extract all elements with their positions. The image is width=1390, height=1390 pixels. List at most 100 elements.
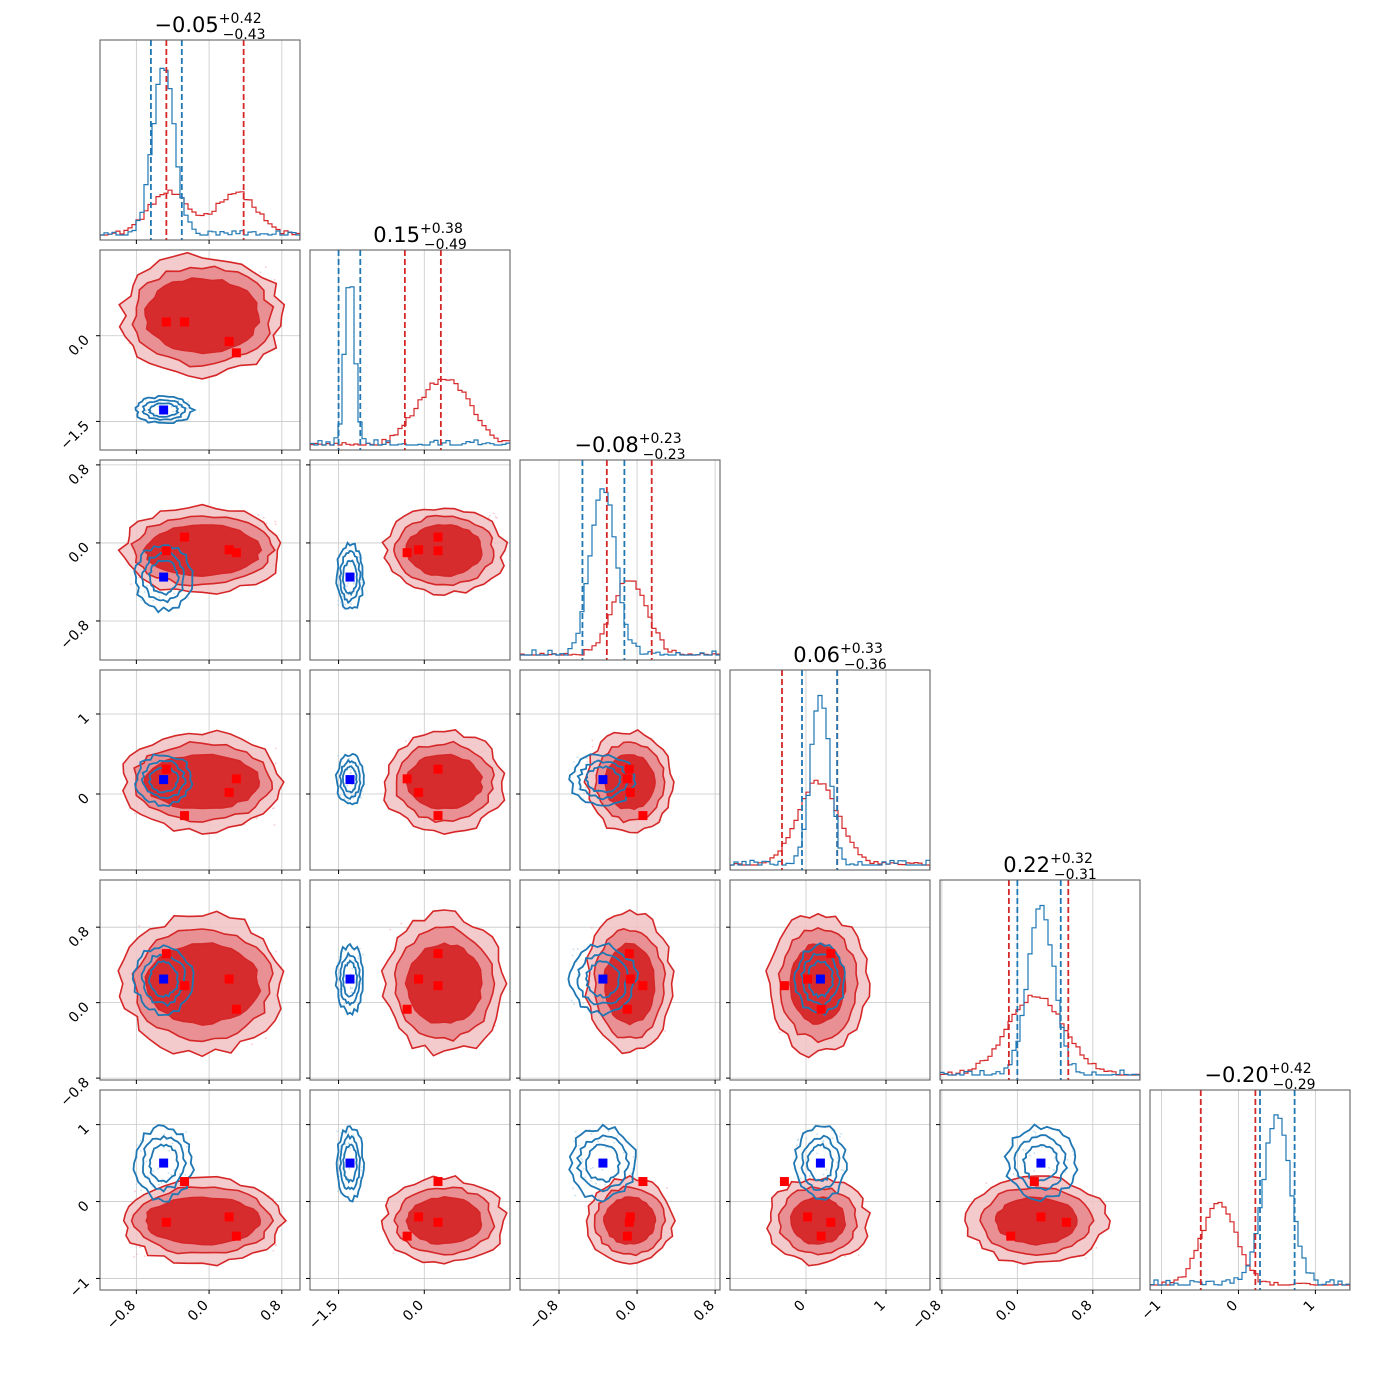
sample-point-b [171, 1142, 174, 1145]
sample-point-b [622, 1151, 625, 1154]
y-tick-label: 1 [75, 1121, 93, 1139]
x-tick-label: 0.0 [185, 1298, 212, 1325]
contour-b-1 [800, 1134, 841, 1192]
y-tick-label: 0.8 [66, 924, 93, 951]
sample-point-a [666, 1187, 668, 1189]
sample-point-b [348, 1168, 351, 1170]
sample-point-b [349, 768, 352, 771]
contour-b-2 [147, 402, 180, 418]
marker-a [433, 981, 443, 991]
marker-b [159, 974, 169, 984]
panel-frame [729, 879, 931, 1081]
contour-b-0 [132, 1124, 196, 1203]
panel-frame [729, 1089, 931, 1291]
sample-point-b [1034, 1134, 1037, 1137]
sample-point-b [594, 1182, 597, 1185]
sample-point-b [580, 1157, 583, 1160]
contour-b-1 [338, 1133, 362, 1191]
title-plus: +0.42 [1269, 1061, 1312, 1077]
panel-5-1: −1.5 0.0 [306, 1089, 511, 1333]
panel-frame [99, 39, 301, 241]
contour-b-2 [342, 1143, 358, 1184]
sample-point-b [613, 1141, 616, 1144]
marker-b [598, 974, 608, 984]
x-tick-label: 0.8 [258, 1298, 285, 1325]
marker-b [815, 974, 825, 984]
marker-a [638, 811, 648, 821]
marker-a [224, 545, 234, 555]
sample-point-b [584, 786, 587, 789]
sample-point-b [632, 1156, 635, 1158]
sample-point-b [590, 1179, 592, 1182]
panel-frame [939, 879, 1141, 1081]
sample-point-b [157, 1167, 159, 1170]
sample-point-b [574, 1130, 577, 1133]
sample-point-b [337, 755, 340, 757]
marker-a [402, 1004, 412, 1014]
marker-a [402, 774, 412, 784]
marker-a [803, 974, 813, 984]
panel-5-2: −0.8 0.0 0.8 [516, 1089, 721, 1333]
sample-point-b [582, 792, 585, 794]
marker-a [803, 1212, 813, 1222]
sample-point-b [576, 948, 579, 950]
panel-3-2 [516, 669, 721, 874]
sample-point-b [836, 1161, 838, 1164]
panel-3-0: 01 [75, 669, 301, 874]
sample-point-a [128, 342, 131, 345]
contour-b-1 [140, 759, 187, 800]
x-tick-label: 0.0 [400, 1298, 427, 1325]
sample-point-b [160, 1181, 163, 1184]
marker-a [622, 774, 632, 784]
y-tick-label: 1 [75, 711, 93, 729]
sample-point-a [985, 1182, 988, 1185]
panel-frame [99, 459, 301, 661]
marker-b [345, 572, 355, 582]
marker-a [402, 1231, 412, 1241]
sample-point-b [350, 991, 353, 994]
title-median: −0.08 [574, 433, 638, 457]
marker-a [161, 949, 171, 959]
x-tick-label: 0.0 [993, 1298, 1020, 1325]
sample-point-b [339, 1145, 342, 1148]
contour-b-2 [341, 959, 359, 998]
title-plus: +0.32 [1050, 851, 1093, 867]
marker-a [161, 764, 171, 774]
sample-point-b [586, 760, 589, 763]
sample-point-a [591, 745, 594, 748]
sample-point-b [185, 1130, 187, 1133]
contour-b-2 [341, 765, 358, 794]
x-tick-label: 0 [1224, 1298, 1242, 1316]
contour-b-2 [583, 765, 622, 794]
marker-a [779, 981, 789, 991]
marker-b [815, 1158, 825, 1168]
sample-point-b [357, 556, 360, 558]
marker-b [345, 775, 355, 785]
marker-a [231, 348, 241, 358]
marker-b [345, 1158, 355, 1168]
sample-point-a [271, 807, 274, 810]
x-tick-label: −0.8 [104, 1298, 139, 1333]
title-median: 0.06 [793, 643, 840, 667]
y-tick-label: 0 [75, 791, 93, 809]
sample-point-b [353, 581, 355, 583]
sample-point-b [1040, 1146, 1043, 1148]
sample-point-a [976, 1242, 979, 1245]
title-median: −0.20 [1204, 1063, 1268, 1087]
contour-b-0 [335, 541, 366, 610]
sample-point-b [822, 1173, 825, 1176]
sample-point-b [582, 1167, 585, 1170]
contour-b-2 [147, 765, 180, 794]
sample-point-a [133, 1190, 136, 1193]
marker-a [433, 949, 443, 959]
marker-a [816, 1231, 826, 1241]
sample-point-b [143, 591, 146, 593]
sample-point-b [572, 760, 575, 763]
histogram-a [1150, 1201, 1350, 1290]
sample-point-b [343, 1002, 346, 1005]
sample-point-a [133, 1255, 136, 1258]
sample-point-a [405, 926, 408, 929]
contour-b-2 [805, 1142, 834, 1183]
panel-frame [309, 669, 511, 871]
